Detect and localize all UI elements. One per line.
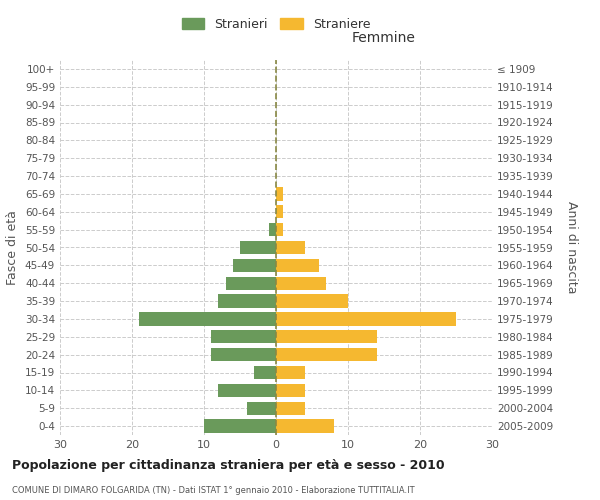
Bar: [276, 276, 326, 290]
Bar: [276, 366, 305, 379]
Bar: [226, 276, 276, 290]
Bar: [233, 258, 276, 272]
Bar: [247, 402, 276, 415]
Legend: Stranieri, Straniere: Stranieri, Straniere: [176, 11, 377, 37]
Bar: [276, 330, 377, 344]
Bar: [276, 223, 283, 236]
Bar: [269, 223, 276, 236]
Y-axis label: Anni di nascita: Anni di nascita: [565, 201, 578, 294]
Text: Femmine: Femmine: [352, 31, 416, 45]
Bar: [276, 348, 377, 362]
Bar: [211, 330, 276, 344]
Bar: [276, 312, 456, 326]
Bar: [204, 420, 276, 433]
Bar: [276, 205, 283, 218]
Bar: [254, 366, 276, 379]
Text: Popolazione per cittadinanza straniera per età e sesso - 2010: Popolazione per cittadinanza straniera p…: [12, 460, 445, 472]
Bar: [276, 187, 283, 200]
Bar: [218, 384, 276, 397]
Y-axis label: Fasce di età: Fasce di età: [7, 210, 19, 285]
Bar: [139, 312, 276, 326]
Bar: [218, 294, 276, 308]
Bar: [276, 420, 334, 433]
Bar: [276, 241, 305, 254]
Bar: [276, 384, 305, 397]
Bar: [276, 258, 319, 272]
Bar: [240, 241, 276, 254]
Text: COMUNE DI DIMARO FOLGARIDA (TN) - Dati ISTAT 1° gennaio 2010 - Elaborazione TUTT: COMUNE DI DIMARO FOLGARIDA (TN) - Dati I…: [12, 486, 415, 495]
Bar: [276, 402, 305, 415]
Bar: [211, 348, 276, 362]
Bar: [276, 294, 348, 308]
